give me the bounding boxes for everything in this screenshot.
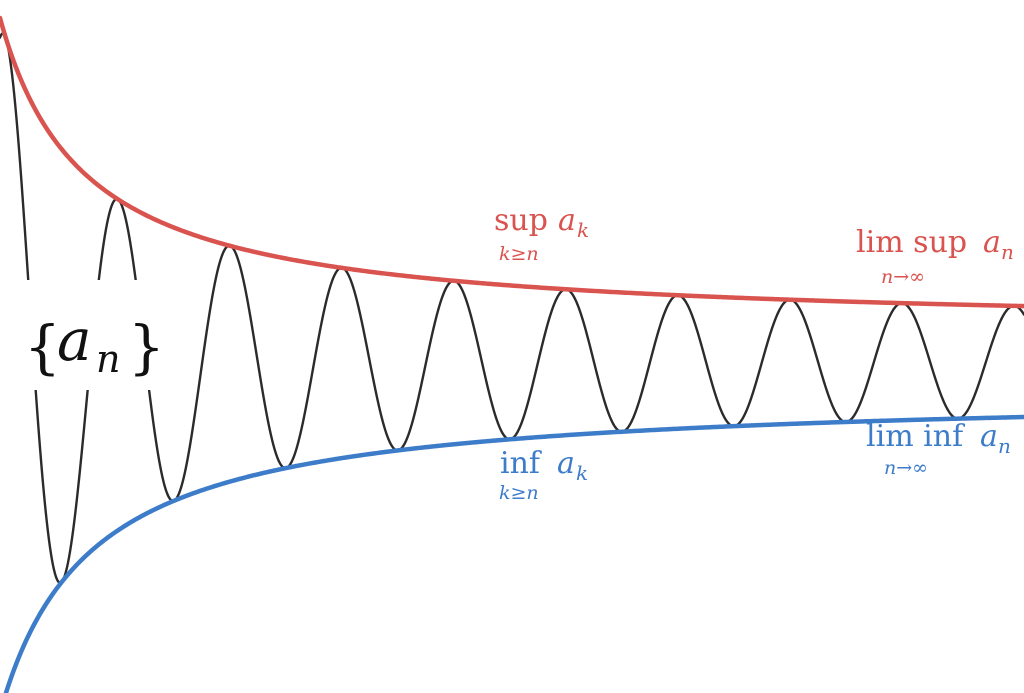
sup-label: sup a k k≥n (494, 203, 589, 265)
limsup-envelope-curve (0, 15, 1024, 309)
sup-variable-subscript: k (577, 218, 589, 242)
liminf-operator: lim inf (866, 419, 965, 454)
inf-variable-subscript: k (576, 461, 588, 485)
sequence-close-brace: } (128, 313, 165, 381)
sup-variable: a (558, 203, 576, 238)
liminf-label: lim inf a n n→∞ (866, 419, 1011, 479)
sup-under-limits: k≥n (499, 243, 539, 265)
limsup-variable-subscript: n (1001, 240, 1014, 264)
inf-under-limits: k≥n (499, 482, 539, 504)
sequence-open-brace: { (24, 313, 61, 381)
sequence-label-mask (18, 280, 168, 390)
inf-variable: a (557, 446, 575, 481)
liminf-variable: a (980, 419, 998, 454)
liminf-envelope-curve (3, 414, 1024, 693)
inf-operator: inf (500, 446, 542, 481)
sequence-var: a (57, 306, 92, 374)
limsup-operator: lim sup (856, 225, 967, 260)
sequence-label: { a n } (24, 306, 165, 381)
limsup-label: lim sup a n n→∞ (856, 225, 1014, 288)
liminf-under-limits: n→∞ (884, 457, 928, 479)
liminf-variable-subscript: n (998, 434, 1011, 458)
sequence-subscript: n (96, 337, 120, 381)
limsup-variable: a (983, 225, 1001, 260)
inf-label: inf a k k≥n (499, 446, 588, 504)
limsup-under-limits: n→∞ (881, 266, 925, 288)
sup-operator: sup (494, 203, 548, 238)
